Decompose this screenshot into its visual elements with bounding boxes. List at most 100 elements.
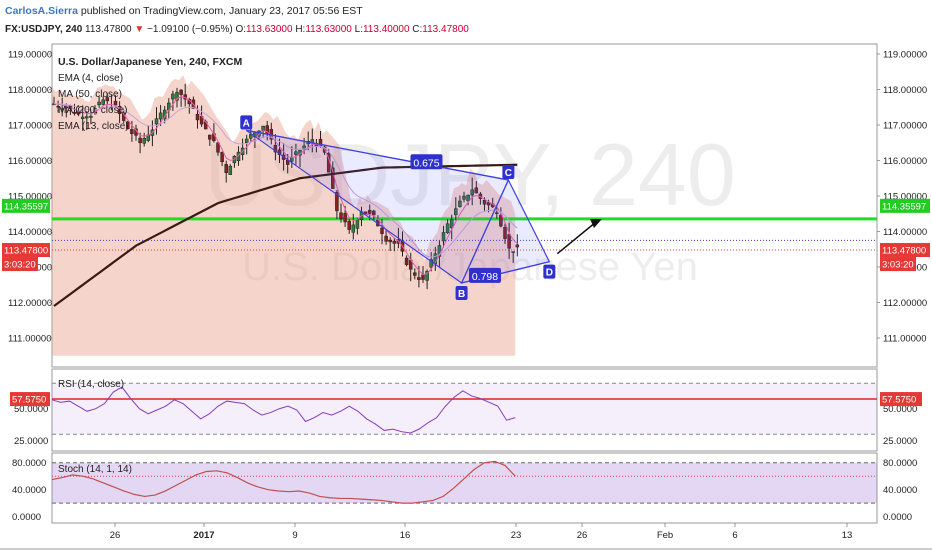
study-ema13[interactable]: EMA (13, close) xyxy=(58,121,129,132)
pattern-ratio-label: 0.798 xyxy=(472,271,498,283)
stoch-band xyxy=(52,462,877,504)
candle-body xyxy=(60,108,64,110)
candle-body xyxy=(392,240,397,244)
rsi-band xyxy=(52,383,877,435)
candle-body xyxy=(64,106,69,109)
stoch-y-tick-right: 40.0000 xyxy=(883,485,917,496)
change-text: −1.09100 (−0.95%) xyxy=(147,24,233,35)
candle-body xyxy=(384,235,388,242)
candle-body xyxy=(445,223,450,234)
candle-body xyxy=(195,113,200,121)
publish-line: CarlosA.Sierra published on TradingView.… xyxy=(5,5,363,17)
candle-body xyxy=(228,165,233,175)
candle-body xyxy=(244,138,249,144)
candle-body xyxy=(339,212,343,220)
candle-body xyxy=(130,129,134,135)
y-tick-right: 117.00000 xyxy=(883,121,927,132)
candle-body xyxy=(89,115,93,118)
candle-body xyxy=(458,200,462,207)
watermark-symbol: USDJPY, 240 xyxy=(204,125,736,224)
down-arrow-icon: ▼ xyxy=(134,24,145,35)
symbol-label[interactable]: FX:USDJPY, 240 xyxy=(5,24,83,35)
y-tick-right: 115.00000 xyxy=(883,192,927,203)
candle-body xyxy=(429,259,433,268)
candle-body xyxy=(388,239,392,243)
rsi-pane-frame xyxy=(51,368,878,452)
ema13-line xyxy=(53,103,518,258)
y-tick-left: 115.00000 xyxy=(8,192,52,203)
candle-body xyxy=(404,257,409,265)
close-value: 113.47800 xyxy=(422,24,469,35)
pattern-point-label: B xyxy=(458,289,465,300)
x-tick-label: 16 xyxy=(400,530,411,541)
candle-body xyxy=(449,219,454,229)
candle-body xyxy=(113,100,118,106)
x-tick-label: 26 xyxy=(577,530,588,541)
y-tick-left: 117.00000 xyxy=(8,121,52,132)
study-ma50[interactable]: MA (50, close) xyxy=(58,89,122,100)
x-tick-label: 23 xyxy=(511,530,522,541)
stoch-y-tick-left: 40.0000 xyxy=(12,485,46,496)
candle-body xyxy=(486,202,491,206)
last-price-label-right-text: 113.47800 xyxy=(882,246,926,257)
candle-body xyxy=(138,137,142,144)
stoch-line xyxy=(51,460,516,504)
pattern-point-label: C xyxy=(505,168,512,179)
pattern-point-d xyxy=(543,264,556,279)
rsi-y-tick-right: 50.0000 xyxy=(883,404,917,415)
pattern-point-a xyxy=(240,115,253,130)
candle-body xyxy=(499,214,503,227)
candle-body xyxy=(462,195,466,200)
y-tick-right: 112.00000 xyxy=(883,298,927,309)
candle-body xyxy=(495,212,499,214)
study-ma200[interactable]: MA (200, close) xyxy=(58,105,127,116)
candle-body xyxy=(273,145,278,153)
candle-body xyxy=(171,93,175,100)
candle-body xyxy=(441,232,446,242)
candle-body xyxy=(85,116,89,119)
low-value: 113.40000 xyxy=(362,24,410,35)
hline-label-right xyxy=(880,198,930,213)
candle-body xyxy=(413,272,417,276)
low-label: L: xyxy=(354,24,363,35)
candle-body xyxy=(343,213,347,223)
candle-body xyxy=(511,251,515,253)
candle-body xyxy=(142,138,146,144)
y-tick-left: 114.00000 xyxy=(8,227,52,238)
candle-body xyxy=(482,199,487,205)
rsi-title[interactable]: RSI (14, close) xyxy=(58,379,124,390)
candle-body xyxy=(466,194,470,202)
x-tick-label: 26 xyxy=(110,530,121,541)
pattern-point-b xyxy=(455,285,468,300)
candle-body xyxy=(261,125,265,131)
x-tick-label: 9 xyxy=(292,530,297,541)
y-tick-left: 119.00000 xyxy=(8,50,52,61)
pattern-ratio-label: 0.675 xyxy=(413,157,439,169)
ema4-line xyxy=(53,96,518,276)
candle-body xyxy=(470,189,474,196)
candle-body xyxy=(80,116,85,119)
countdown-label-left-text: 3:03:20 xyxy=(4,260,36,271)
y-tick-right: 114.00000 xyxy=(883,227,927,238)
hline-label-left-text: 114.35597 xyxy=(4,201,48,212)
pattern-ratio-box xyxy=(410,154,443,170)
candle-body xyxy=(158,112,163,120)
symbol-line: FX:USDJPY, 240 113.47800 ▼ −1.09100 (−0.… xyxy=(5,24,469,35)
arrow-head-icon xyxy=(590,219,602,228)
main-pane-frame xyxy=(51,43,878,368)
x-tick-label: 13 xyxy=(842,530,853,541)
pattern-point-label: D xyxy=(546,268,553,279)
last-price-label-left-text: 113.47800 xyxy=(4,246,48,257)
candle-body xyxy=(347,220,351,230)
y-tick-left: 111.00000 xyxy=(8,334,52,345)
countdown-label-right-text: 3:03:20 xyxy=(882,260,914,271)
stoch-y-tick-left: 80.0000 xyxy=(12,458,46,469)
rsi-y-tick-right: 25.0000 xyxy=(883,436,917,447)
stoch-title[interactable]: Stoch (14, 1, 14) xyxy=(58,464,132,475)
hline-label-right-text: 114.35597 xyxy=(882,201,926,212)
pattern-point-c xyxy=(502,165,515,180)
study-ema4[interactable]: EMA (4, close) xyxy=(58,73,123,84)
rsi-y-tick-left: 50.0000 xyxy=(14,404,48,415)
author-link[interactable]: CarlosA.Sierra xyxy=(5,5,78,17)
